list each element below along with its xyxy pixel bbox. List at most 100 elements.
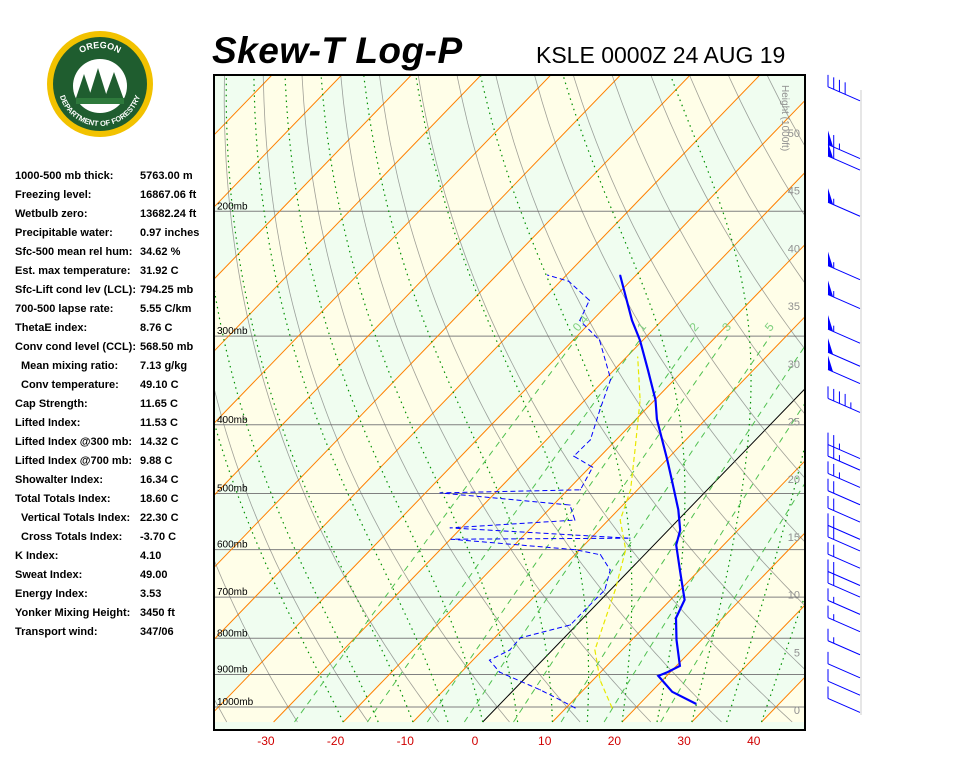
wind-barb-staff [827, 201, 861, 217]
dewpoint-point [598, 339, 601, 341]
isotherm-line [412, 315, 805, 723]
chart-title: Skew-T Log-P [212, 30, 463, 71]
mixing-ratio-line [463, 335, 728, 723]
stat-label: Lifted Index @300 mb: [15, 436, 133, 448]
wind-barb-staff [827, 444, 861, 460]
stat-value: 49.00 [140, 569, 168, 581]
stat-label: Conv cond level (CCL): [15, 341, 137, 353]
wetbulb-point [639, 399, 641, 401]
wind-barb [827, 461, 861, 488]
wind-barb [827, 338, 861, 367]
plot-frame [213, 74, 806, 731]
temperature-tick-label: 0 [472, 734, 479, 748]
wind-barb [827, 280, 861, 310]
dewpoint-point [574, 707, 576, 709]
temperature-tick-label: -30 [257, 734, 275, 748]
mixing-ratio-line [513, 335, 771, 723]
isotherm-line [214, 75, 691, 569]
isotherm-line [552, 460, 805, 723]
stat-label: Precipitable water: [15, 227, 113, 239]
stat-label: Sweat Index: [15, 569, 83, 581]
stat-value: 794.25 mb [140, 284, 194, 296]
dry-adiabat [495, 75, 805, 607]
temperature-point [679, 529, 681, 531]
mixing-ratio-line [660, 482, 805, 723]
height-tick-label: 45 [788, 186, 800, 198]
wind-barb-staff [827, 397, 861, 413]
wind-barb [827, 315, 861, 344]
dry-adiabat [214, 697, 228, 723]
isotherm-line [214, 75, 343, 208]
dewpoint-point [568, 280, 570, 282]
stat-value: 7.13 g/kg [140, 360, 188, 372]
dry-adiabat [871, 54, 960, 722]
stat-value: 9.88 C [140, 455, 173, 467]
stat-label: Sfc-Lift cond lev (LCL): [15, 284, 136, 296]
stat-label: Cross Totals Index: [21, 531, 123, 543]
wind-barb-pennant [828, 355, 833, 372]
wind-barb-staff [827, 369, 861, 385]
dewpoint-point [589, 439, 592, 441]
stat-label: ThetaE index: [15, 322, 88, 334]
wetbulb-point [619, 519, 621, 521]
isotherm-line [0, 54, 153, 722]
temperature-tick-label: 10 [538, 734, 552, 748]
moist-adiabat [726, 442, 805, 723]
height-tick-label: 5 [794, 647, 800, 659]
stat-value: 16867.06 ft [140, 189, 197, 201]
dewpoint-point [569, 504, 571, 506]
dewpoint-point [599, 554, 602, 556]
dewpoint-point [450, 538, 452, 540]
dry-adiabat [650, 75, 805, 350]
temperature-point [683, 599, 686, 601]
wetbulb-point [611, 707, 613, 709]
temperature-point [679, 665, 681, 667]
stat-value: 347/06 [140, 626, 174, 638]
wetbulb-point [625, 549, 627, 551]
moist-adiabat [284, 75, 484, 723]
dry-adiabat [262, 75, 510, 723]
dry-adiabat [340, 75, 652, 723]
wind-barb-staff [827, 663, 861, 679]
wetbulb-point [614, 589, 616, 591]
dewpoint-point [498, 671, 501, 673]
wind-barb [827, 251, 861, 281]
station-time-label: KSLE 0000Z 24 AUG 19 [536, 42, 786, 68]
wind-barb-staff [827, 490, 861, 506]
height-tick-label: 0 [794, 705, 800, 717]
wind-barb-staff [827, 617, 861, 633]
wind-barb [827, 130, 861, 159]
wind-barb-staff [827, 640, 861, 656]
dewpoint-point [519, 637, 521, 639]
dewpoint-point [610, 378, 612, 380]
height-axis-title: Height (1000ft) [779, 85, 790, 151]
dry-adiabat [947, 54, 960, 722]
dewpoint-point [579, 489, 582, 491]
isotherm-line [214, 99, 805, 713]
stat-value: 34.62 % [140, 246, 181, 258]
dry-adiabat [909, 54, 960, 722]
pressure-label: 200mb [217, 201, 248, 212]
wind-barb-pennant [828, 338, 833, 355]
wind-barb [827, 542, 861, 569]
wind-barb-pennant [828, 142, 833, 159]
isotherm-line [214, 75, 413, 280]
wind-barb-staff [827, 144, 861, 159]
wind-barb-pennant [828, 251, 833, 268]
wind-barb-staff [827, 524, 861, 540]
dry-adiabat [301, 75, 581, 723]
height-tick-label: 15 [788, 532, 800, 544]
mixing-ratio-line [603, 402, 805, 723]
height-tick-label: 20 [788, 474, 800, 486]
stat-value: 14.32 C [140, 436, 179, 448]
wind-barb [827, 432, 861, 460]
pressure-label: 600mb [217, 540, 248, 551]
stat-label: Conv temperature: [21, 379, 119, 391]
stat-value: 18.60 C [140, 493, 179, 505]
dry-adiabat [572, 75, 805, 479]
stat-value: 8.76 C [140, 322, 173, 334]
wetbulb-point [599, 679, 601, 681]
wind-barb-staff [827, 351, 861, 367]
stat-value: 49.10 C [140, 379, 179, 391]
